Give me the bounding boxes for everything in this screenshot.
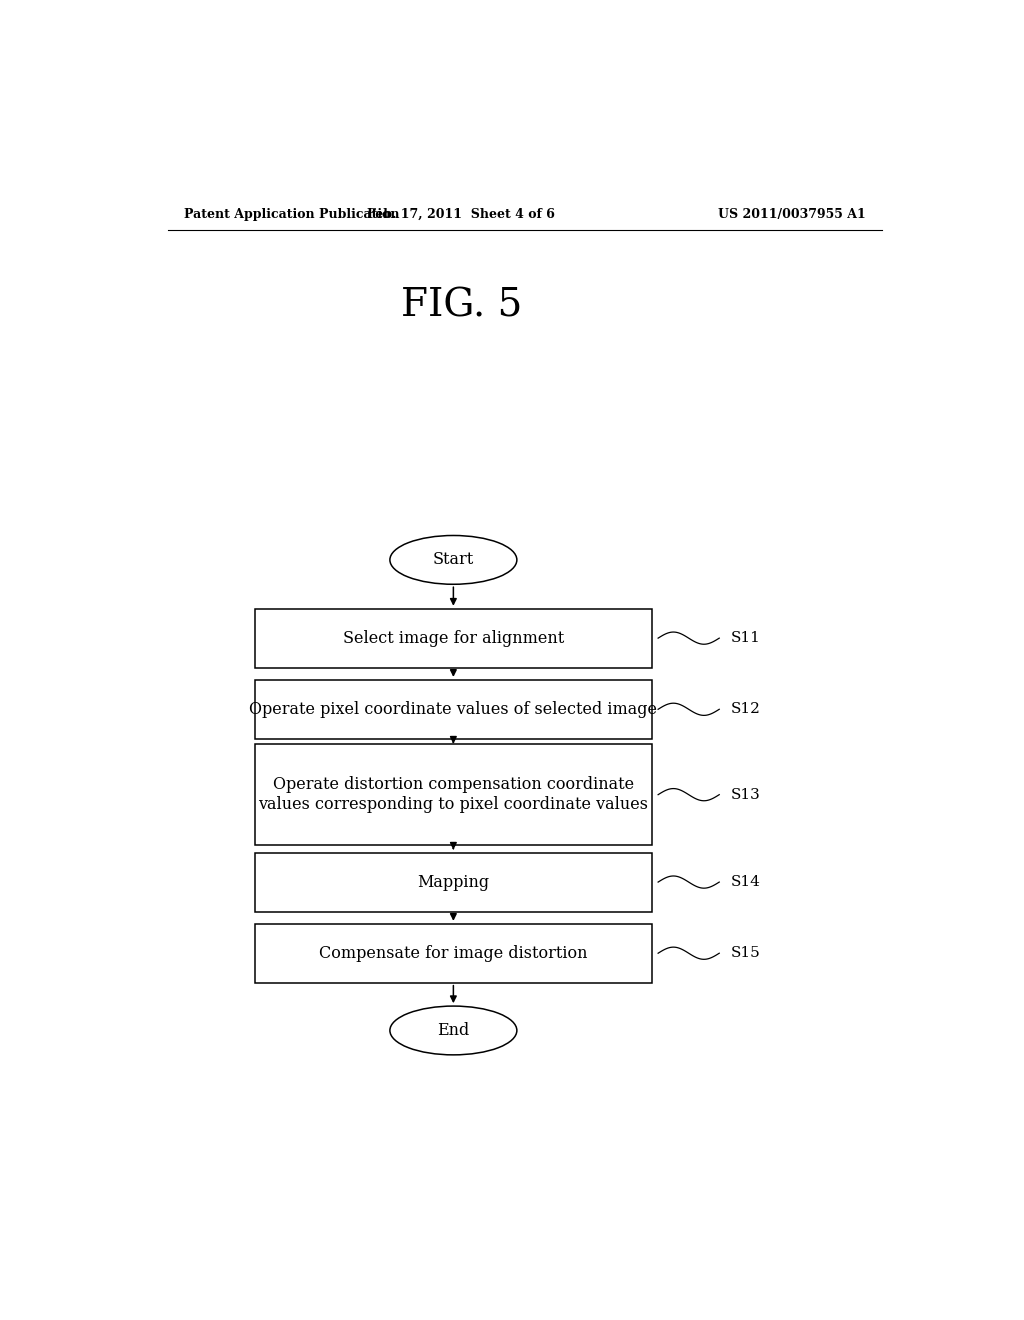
FancyBboxPatch shape bbox=[255, 744, 651, 846]
Text: Compensate for image distortion: Compensate for image distortion bbox=[319, 945, 588, 962]
FancyBboxPatch shape bbox=[255, 924, 651, 982]
Text: S15: S15 bbox=[731, 946, 761, 960]
Text: End: End bbox=[437, 1022, 469, 1039]
Text: Operate pixel coordinate values of selected image: Operate pixel coordinate values of selec… bbox=[250, 701, 657, 718]
Text: Feb. 17, 2011  Sheet 4 of 6: Feb. 17, 2011 Sheet 4 of 6 bbox=[368, 207, 555, 220]
Text: Mapping: Mapping bbox=[418, 874, 489, 891]
FancyBboxPatch shape bbox=[255, 609, 651, 668]
Text: Patent Application Publication: Patent Application Publication bbox=[183, 207, 399, 220]
Text: S11: S11 bbox=[731, 631, 761, 645]
Text: FIG. 5: FIG. 5 bbox=[400, 288, 522, 325]
FancyBboxPatch shape bbox=[255, 853, 651, 912]
Text: S12: S12 bbox=[731, 702, 761, 717]
Text: Start: Start bbox=[433, 552, 474, 569]
Text: Operate distortion compensation coordinate
values corresponding to pixel coordin: Operate distortion compensation coordina… bbox=[258, 776, 648, 813]
Text: S13: S13 bbox=[731, 788, 761, 801]
FancyBboxPatch shape bbox=[255, 680, 651, 739]
Text: US 2011/0037955 A1: US 2011/0037955 A1 bbox=[718, 207, 866, 220]
Text: S14: S14 bbox=[731, 875, 761, 890]
Ellipse shape bbox=[390, 536, 517, 585]
Text: Select image for alignment: Select image for alignment bbox=[343, 630, 564, 647]
Ellipse shape bbox=[390, 1006, 517, 1055]
